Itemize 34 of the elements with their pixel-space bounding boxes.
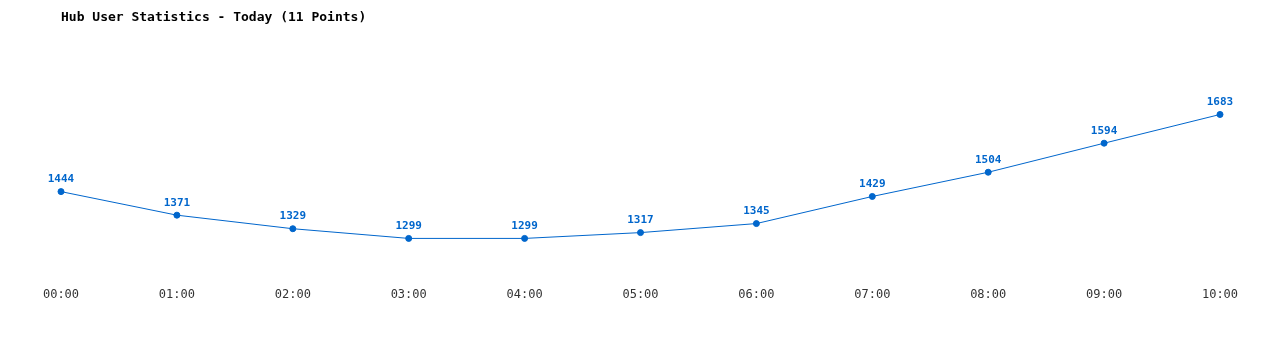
data-label: 1683 bbox=[1206, 94, 1234, 108]
data-label: 1299 bbox=[395, 218, 422, 232]
point bbox=[57, 188, 65, 196]
data-label: 1329 bbox=[279, 209, 307, 223]
x-tick-label: 07:00 bbox=[854, 286, 891, 301]
chart-title: Hub User Statistics - Today (11 Points) bbox=[61, 9, 367, 25]
data-label: 1594 bbox=[1090, 123, 1118, 137]
x-tick-label: 04:00 bbox=[506, 286, 543, 301]
data-label: 1299 bbox=[511, 218, 538, 232]
point bbox=[1216, 110, 1224, 118]
point bbox=[1100, 139, 1108, 147]
x-tick-label: 05:00 bbox=[622, 286, 659, 301]
data-label: 1371 bbox=[163, 195, 191, 209]
data-label: 1345 bbox=[743, 203, 770, 217]
x-tick-label: 02:00 bbox=[274, 286, 311, 301]
data-label: 1504 bbox=[974, 152, 1002, 166]
x-tick-label: 08:00 bbox=[970, 286, 1007, 301]
point bbox=[173, 211, 181, 219]
x-tick-label: 01:00 bbox=[158, 286, 195, 301]
point bbox=[637, 229, 644, 237]
point bbox=[752, 220, 760, 228]
data-label: 1317 bbox=[627, 212, 654, 226]
data-label: 1429 bbox=[859, 176, 886, 190]
point bbox=[868, 192, 876, 200]
x-tick-label: 10:00 bbox=[1201, 286, 1239, 301]
x-tick-label: 09:00 bbox=[1086, 286, 1123, 301]
data-label: 1444 bbox=[47, 171, 75, 185]
point bbox=[405, 234, 413, 242]
point bbox=[521, 234, 529, 242]
point bbox=[289, 225, 297, 233]
x-tick-label: 03:00 bbox=[390, 286, 427, 301]
point bbox=[984, 168, 992, 176]
x-tick-label: 00:00 bbox=[42, 286, 80, 301]
x-tick-label: 06:00 bbox=[738, 286, 775, 301]
